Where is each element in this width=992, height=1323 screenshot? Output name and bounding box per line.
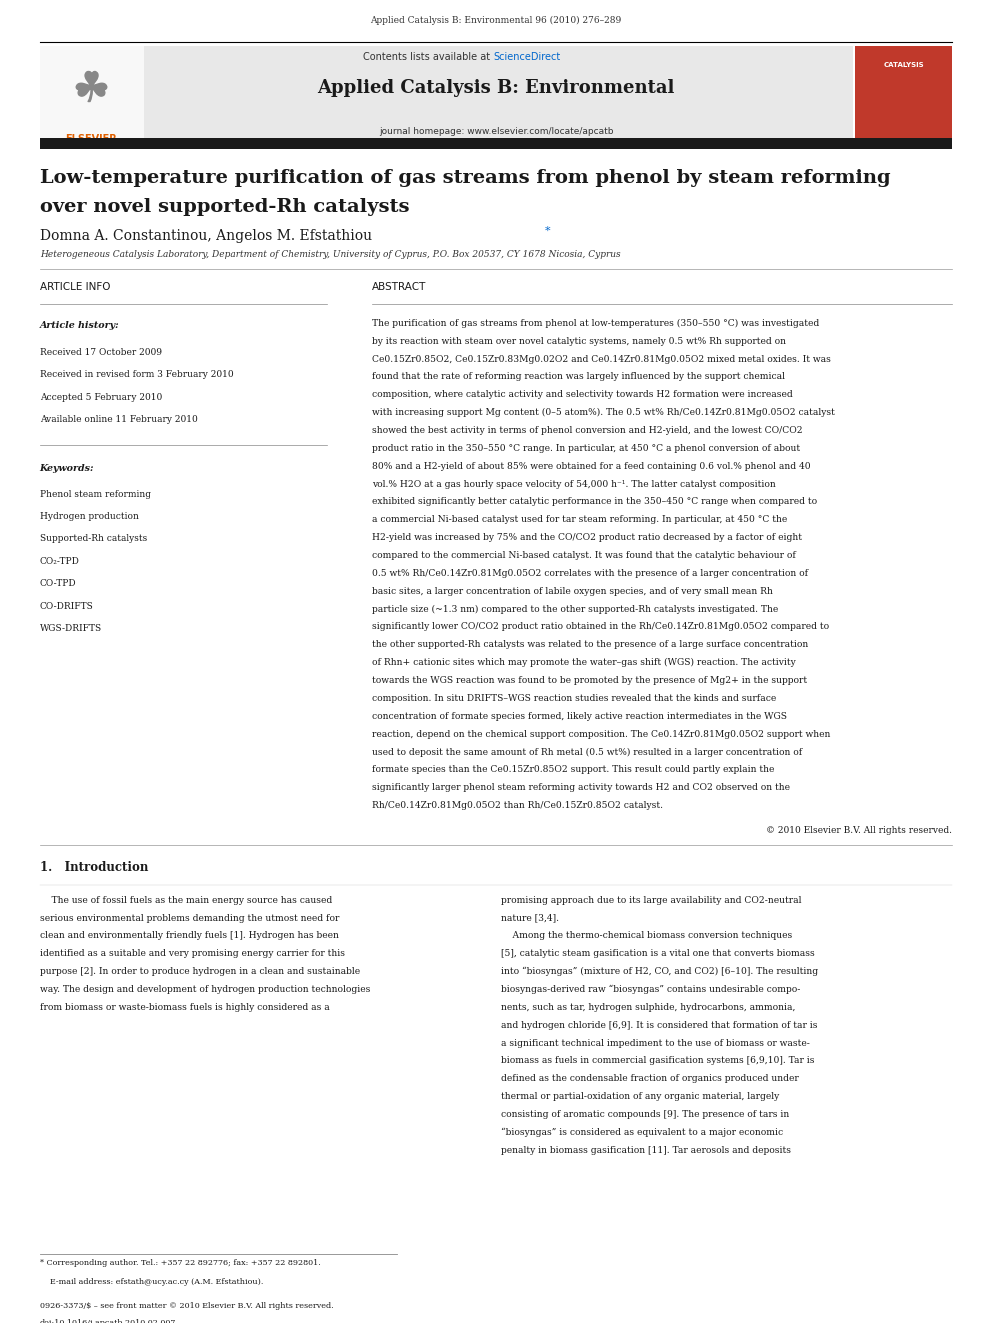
Text: Received in revised form 3 February 2010: Received in revised form 3 February 2010 xyxy=(40,370,233,380)
Text: and hydrogen chloride [6,9]. It is considered that formation of tar is: and hydrogen chloride [6,9]. It is consi… xyxy=(501,1020,817,1029)
Text: over novel supported-Rh catalysts: over novel supported-Rh catalysts xyxy=(40,198,409,217)
Text: purpose [2]. In order to produce hydrogen in a clean and sustainable: purpose [2]. In order to produce hydroge… xyxy=(40,967,360,976)
Text: identified as a suitable and very promising energy carrier for this: identified as a suitable and very promis… xyxy=(40,949,344,958)
Text: consisting of aromatic compounds [9]. The presence of tars in: consisting of aromatic compounds [9]. Th… xyxy=(501,1110,790,1119)
Text: *: * xyxy=(545,226,551,237)
Bar xyxy=(40,138,952,149)
Text: defined as the condensable fraction of organics produced under: defined as the condensable fraction of o… xyxy=(501,1074,799,1084)
Text: Applied Catalysis B: Environmental: Applied Catalysis B: Environmental xyxy=(317,79,675,98)
Text: Article history:: Article history: xyxy=(40,321,119,331)
Text: promising approach due to its large availability and CO2-neutral: promising approach due to its large avai… xyxy=(501,896,802,905)
Text: Low-temperature purification of gas streams from phenol by steam reforming: Low-temperature purification of gas stre… xyxy=(40,169,890,188)
Text: way. The design and development of hydrogen production technologies: way. The design and development of hydro… xyxy=(40,984,370,994)
Text: composition, where catalytic activity and selectivity towards H2 formation were : composition, where catalytic activity an… xyxy=(372,390,793,400)
Text: Ce0.15Zr0.85O2, Ce0.15Zr0.83Mg0.02O2 and Ce0.14Zr0.81Mg0.05O2 mixed metal oxides: Ce0.15Zr0.85O2, Ce0.15Zr0.83Mg0.02O2 and… xyxy=(372,355,831,364)
Text: significantly larger phenol steam reforming activity towards H2 and CO2 observed: significantly larger phenol steam reform… xyxy=(372,783,790,792)
Text: significantly lower CO/CO2 product ratio obtained in the Rh/Ce0.14Zr0.81Mg0.05O2: significantly lower CO/CO2 product ratio… xyxy=(372,622,829,631)
Text: composition. In situ DRIFTS–WGS reaction studies revealed that the kinds and sur: composition. In situ DRIFTS–WGS reaction… xyxy=(372,693,777,703)
Text: a significant technical impediment to the use of biomass or waste-: a significant technical impediment to th… xyxy=(501,1039,809,1048)
Text: ScienceDirect: ScienceDirect xyxy=(493,52,560,62)
Text: basic sites, a larger concentration of labile oxygen species, and of very small : basic sites, a larger concentration of l… xyxy=(372,586,773,595)
Text: © 2010 Elsevier B.V. All rights reserved.: © 2010 Elsevier B.V. All rights reserved… xyxy=(766,826,952,835)
Text: Rh/Ce0.14Zr0.81Mg0.05O2 than Rh/Ce0.15Zr0.85O2 catalyst.: Rh/Ce0.14Zr0.81Mg0.05O2 than Rh/Ce0.15Zr… xyxy=(372,800,663,810)
Bar xyxy=(40,46,144,139)
Text: product ratio in the 350–550 °C range. In particular, at 450 °C a phenol convers: product ratio in the 350–550 °C range. I… xyxy=(372,443,801,452)
Text: 0926-3373/$ – see front matter © 2010 Elsevier B.V. All rights reserved.: 0926-3373/$ – see front matter © 2010 El… xyxy=(40,1302,333,1310)
Text: [5], catalytic steam gasification is a vital one that converts biomass: [5], catalytic steam gasification is a v… xyxy=(501,949,814,958)
Text: CO₂-TPD: CO₂-TPD xyxy=(40,557,79,566)
Text: Applied Catalysis B: Environmental 96 (2010) 276–289: Applied Catalysis B: Environmental 96 (2… xyxy=(370,16,622,25)
Text: “biosyngas” is considered as equivalent to a major economic: “biosyngas” is considered as equivalent … xyxy=(501,1127,783,1138)
Text: a commercial Ni-based catalyst used for tar steam reforming. In particular, at 4: a commercial Ni-based catalyst used for … xyxy=(372,515,788,524)
Text: compared to the commercial Ni-based catalyst. It was found that the catalytic be: compared to the commercial Ni-based cata… xyxy=(372,550,796,560)
Text: The purification of gas streams from phenol at low-temperatures (350–550 °C) was: The purification of gas streams from phe… xyxy=(372,319,819,328)
Text: Hydrogen production: Hydrogen production xyxy=(40,512,139,521)
Text: the other supported-Rh catalysts was related to the presence of a large surface : the other supported-Rh catalysts was rel… xyxy=(372,640,808,650)
Text: biosyngas-derived raw “biosyngas” contains undesirable compo-: biosyngas-derived raw “biosyngas” contai… xyxy=(501,984,801,995)
Text: WGS-DRIFTS: WGS-DRIFTS xyxy=(40,624,102,634)
Text: used to deposit the same amount of Rh metal (0.5 wt%) resulted in a larger conce: used to deposit the same amount of Rh me… xyxy=(372,747,803,757)
Text: Among the thermo-chemical biomass conversion techniques: Among the thermo-chemical biomass conver… xyxy=(501,931,793,941)
Bar xyxy=(855,46,952,139)
Text: 0.5 wt% Rh/Ce0.14Zr0.81Mg0.05O2 correlates with the presence of a larger concent: 0.5 wt% Rh/Ce0.14Zr0.81Mg0.05O2 correlat… xyxy=(372,569,808,578)
Text: Contents lists available at: Contents lists available at xyxy=(363,52,493,62)
Text: ABSTRACT: ABSTRACT xyxy=(372,282,427,292)
Text: nents, such as tar, hydrogen sulphide, hydrocarbons, ammonia,: nents, such as tar, hydrogen sulphide, h… xyxy=(501,1003,796,1012)
Text: penalty in biomass gasification [11]. Tar aerosols and deposits: penalty in biomass gasification [11]. Ta… xyxy=(501,1146,791,1155)
Text: by its reaction with steam over novel catalytic systems, namely 0.5 wt% Rh suppo: by its reaction with steam over novel ca… xyxy=(372,336,786,345)
Text: vol.% H2O at a gas hourly space velocity of 54,000 h⁻¹. The latter catalyst comp: vol.% H2O at a gas hourly space velocity… xyxy=(372,479,776,488)
Text: * Corresponding author. Tel.: +357 22 892776; fax: +357 22 892801.: * Corresponding author. Tel.: +357 22 89… xyxy=(40,1259,320,1267)
Text: thermal or partial-oxidation of any organic material, largely: thermal or partial-oxidation of any orga… xyxy=(501,1091,779,1101)
Text: reaction, depend on the chemical support composition. The Ce0.14Zr0.81Mg0.05O2 s: reaction, depend on the chemical support… xyxy=(372,729,830,738)
Text: serious environmental problems demanding the utmost need for: serious environmental problems demanding… xyxy=(40,913,339,922)
Text: E-mail address: efstath@ucy.ac.cy (A.M. Efstathiou).: E-mail address: efstath@ucy.ac.cy (A.M. … xyxy=(40,1278,263,1286)
Text: CATALYSIS: CATALYSIS xyxy=(884,62,924,69)
Text: The use of fossil fuels as the main energy source has caused: The use of fossil fuels as the main ener… xyxy=(40,896,332,905)
Text: found that the rate of reforming reaction was largely influenced by the support : found that the rate of reforming reactio… xyxy=(372,372,785,381)
Text: formate species than the Ce0.15Zr0.85O2 support. This result could partly explai: formate species than the Ce0.15Zr0.85O2 … xyxy=(372,765,775,774)
Text: into “biosyngas” (mixture of H2, CO, and CO2) [6–10]. The resulting: into “biosyngas” (mixture of H2, CO, and… xyxy=(501,967,818,976)
Text: 1.   Introduction: 1. Introduction xyxy=(40,861,148,875)
Text: Accepted 5 February 2010: Accepted 5 February 2010 xyxy=(40,393,162,402)
Text: of Rhn+ cationic sites which may promote the water–gas shift (WGS) reaction. The: of Rhn+ cationic sites which may promote… xyxy=(372,658,796,667)
Text: Domna A. Constantinou, Angelos M. Efstathiou: Domna A. Constantinou, Angelos M. Efstat… xyxy=(40,229,372,243)
Text: biomass as fuels in commercial gasification systems [6,9,10]. Tar is: biomass as fuels in commercial gasificat… xyxy=(501,1056,814,1065)
Text: CO-TPD: CO-TPD xyxy=(40,579,76,589)
Text: Received 17 October 2009: Received 17 October 2009 xyxy=(40,348,162,357)
Text: H2-yield was increased by 75% and the CO/CO2 product ratio decreased by a factor: H2-yield was increased by 75% and the CO… xyxy=(372,533,802,542)
Text: ELSEVIER: ELSEVIER xyxy=(65,134,117,144)
Text: towards the WGS reaction was found to be promoted by the presence of Mg2+ in the: towards the WGS reaction was found to be… xyxy=(372,676,807,685)
Text: from biomass or waste-biomass fuels is highly considered as a: from biomass or waste-biomass fuels is h… xyxy=(40,1003,329,1012)
Text: particle size (~1.3 nm) compared to the other supported-Rh catalysts investigate: particle size (~1.3 nm) compared to the … xyxy=(372,605,779,614)
Text: nature [3,4].: nature [3,4]. xyxy=(501,913,558,922)
Text: ARTICLE INFO: ARTICLE INFO xyxy=(40,282,110,292)
Text: with increasing support Mg content (0–5 atom%). The 0.5 wt% Rh/Ce0.14Zr0.81Mg0.0: with increasing support Mg content (0–5 … xyxy=(372,407,835,417)
Text: Keywords:: Keywords: xyxy=(40,464,94,474)
Text: exhibited significantly better catalytic performance in the 350–450 °C range whe: exhibited significantly better catalytic… xyxy=(372,497,817,507)
Text: Available online 11 February 2010: Available online 11 February 2010 xyxy=(40,415,197,425)
Text: showed the best activity in terms of phenol conversion and H2-yield, and the low: showed the best activity in terms of phe… xyxy=(372,426,803,435)
Text: Supported-Rh catalysts: Supported-Rh catalysts xyxy=(40,534,147,544)
Text: doi:10.1016/j.apcatb.2010.02.007: doi:10.1016/j.apcatb.2010.02.007 xyxy=(40,1319,176,1323)
Text: Phenol steam reforming: Phenol steam reforming xyxy=(40,490,151,499)
Text: 80% and a H2-yield of about 85% were obtained for a feed containing 0.6 vol.% ph: 80% and a H2-yield of about 85% were obt… xyxy=(372,462,810,471)
Text: Heterogeneous Catalysis Laboratory, Department of Chemistry, University of Cypru: Heterogeneous Catalysis Laboratory, Depa… xyxy=(40,250,620,259)
Text: journal homepage: www.elsevier.com/locate/apcatb: journal homepage: www.elsevier.com/locat… xyxy=(379,127,613,136)
Text: clean and environmentally friendly fuels [1]. Hydrogen has been: clean and environmentally friendly fuels… xyxy=(40,931,338,941)
Text: CO-DRIFTS: CO-DRIFTS xyxy=(40,602,93,611)
Bar xyxy=(144,46,853,139)
Text: concentration of formate species formed, likely active reaction intermediates in: concentration of formate species formed,… xyxy=(372,712,787,721)
